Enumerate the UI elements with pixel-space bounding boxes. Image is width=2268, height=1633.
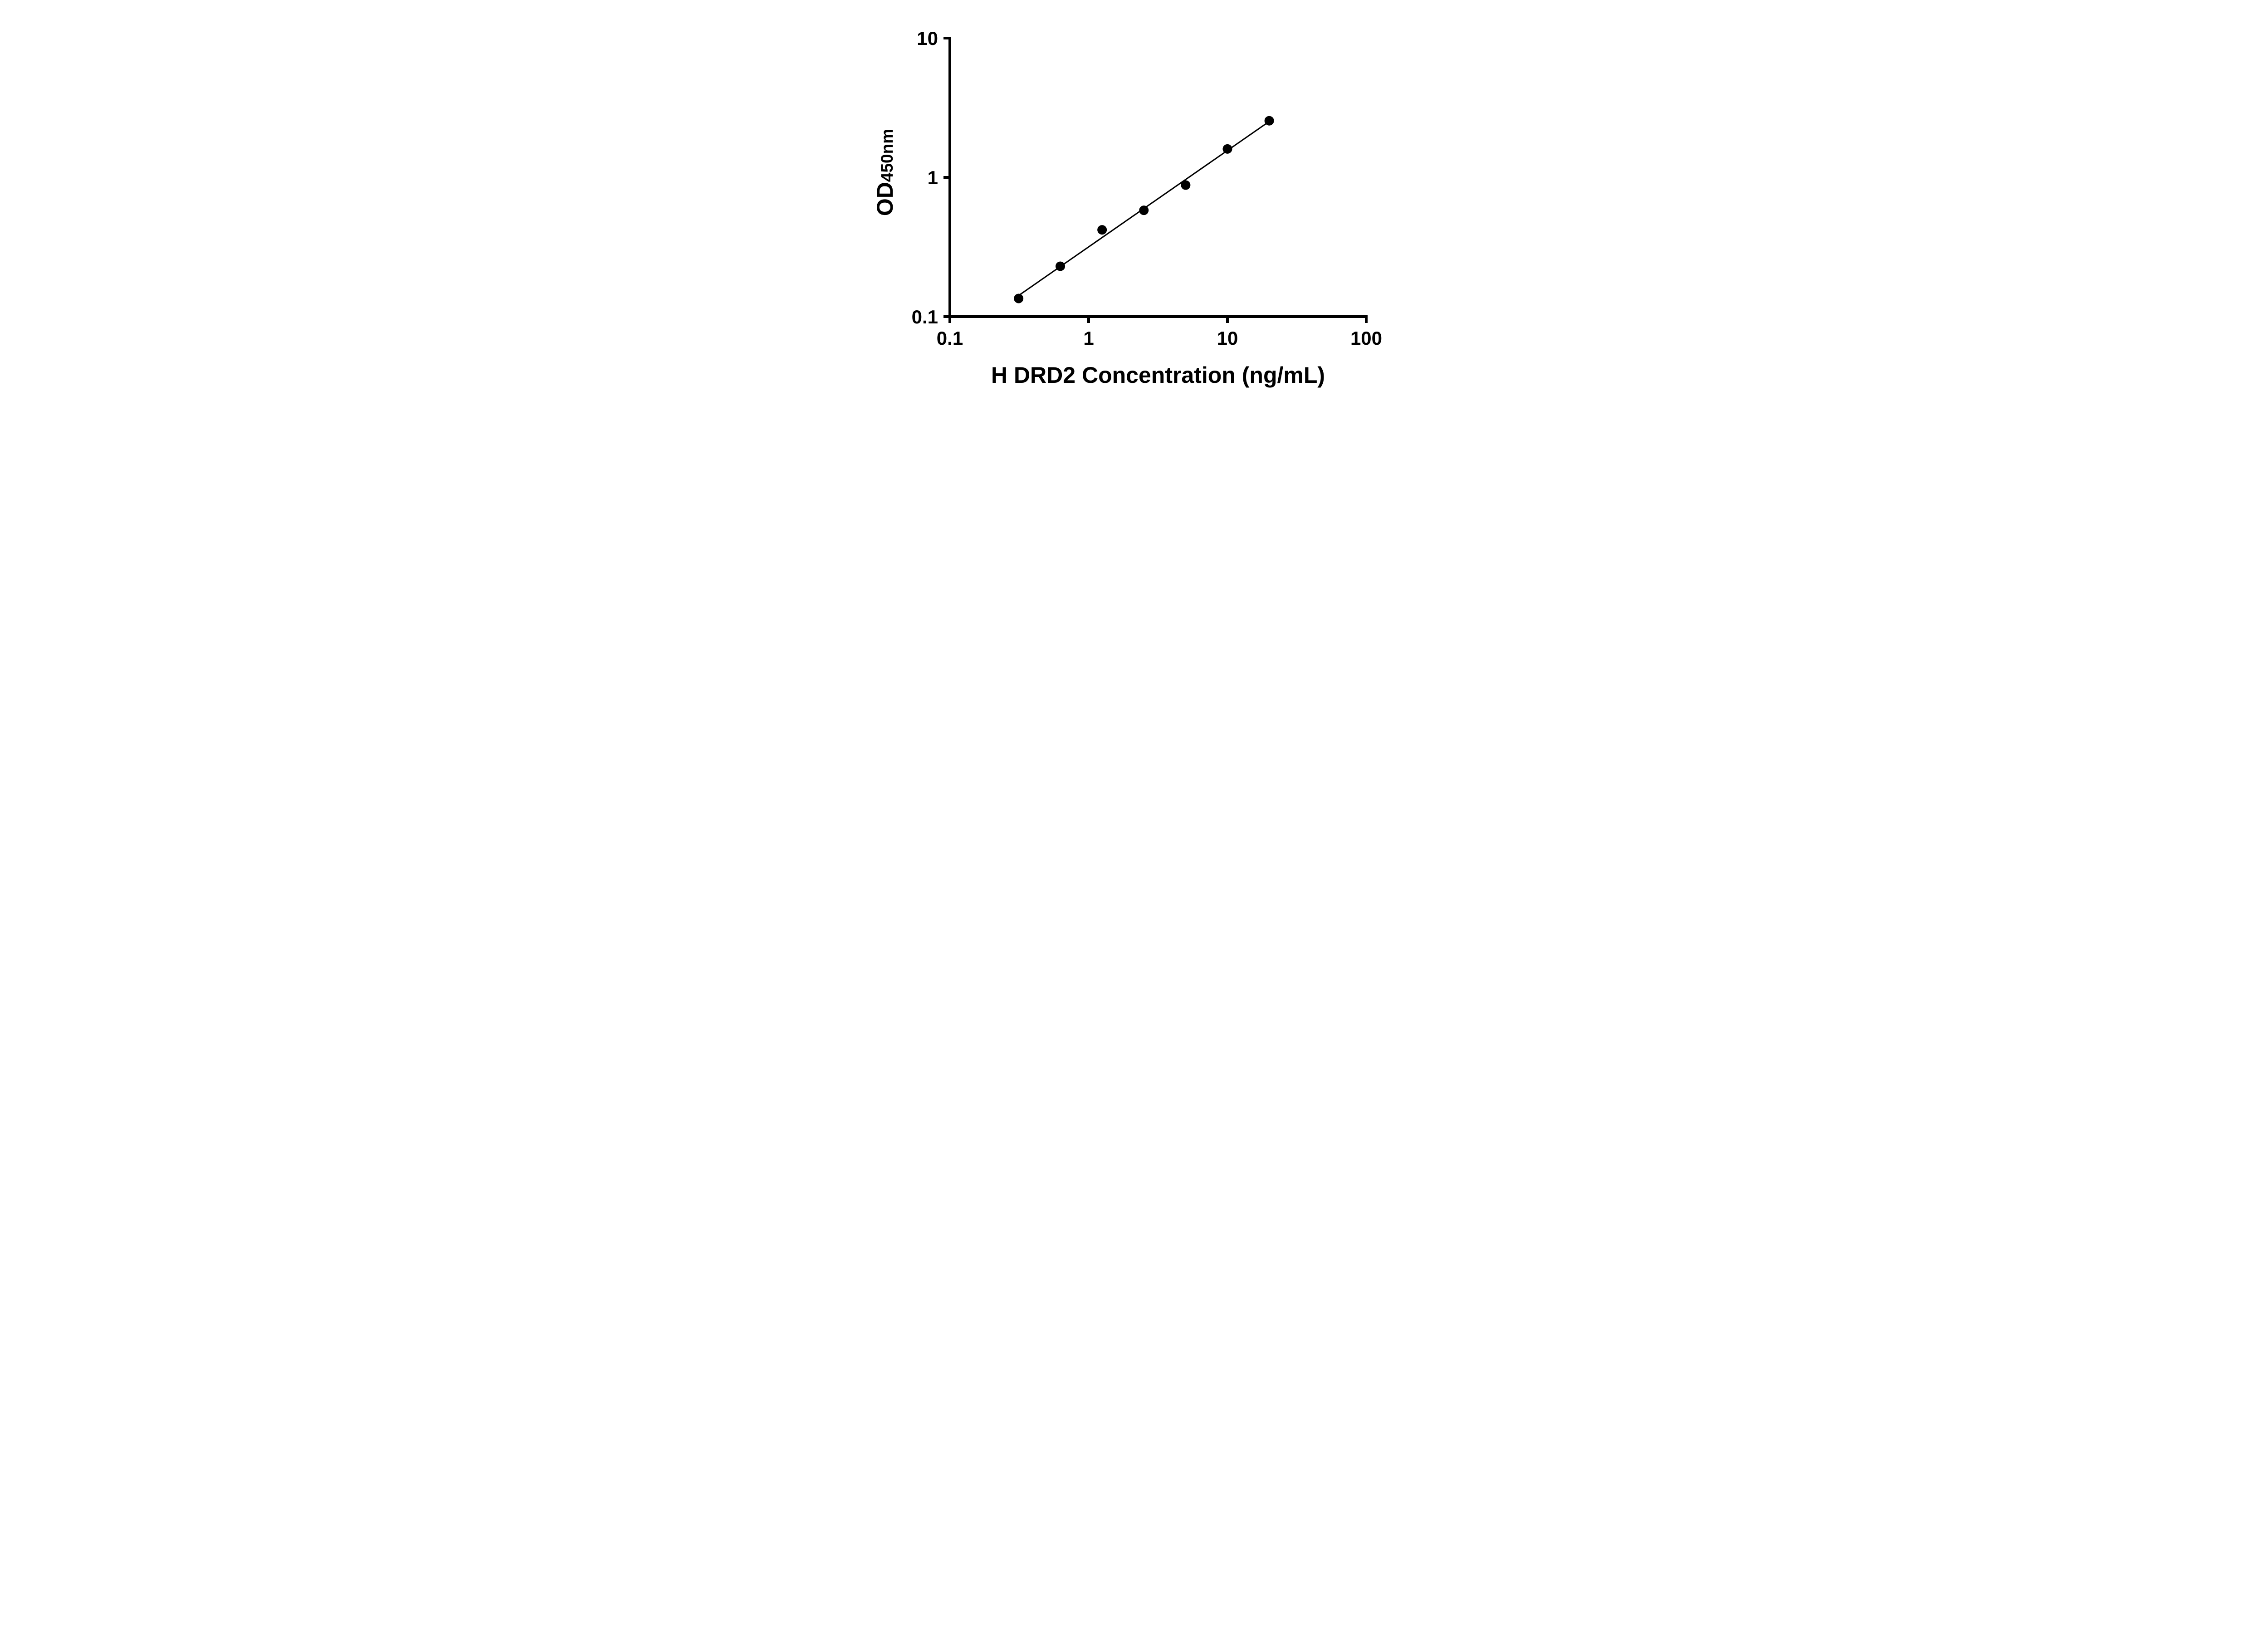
x-axis-tick-label: 1 [1083, 328, 1094, 349]
y-axis-tick-label: 10 [917, 28, 938, 49]
data-point [1014, 293, 1024, 303]
data-point [1181, 180, 1191, 190]
data-point [1097, 225, 1107, 235]
data-point [1264, 116, 1274, 126]
y-axis-title-sub: 450nm [878, 128, 896, 182]
plot-svg: 0.1 1 10 100 0.1 1 10 [912, 28, 1382, 349]
y-axis-title: OD450nm [872, 129, 898, 216]
y-axis-tick-label: 0.1 [912, 306, 938, 328]
x-axis-tick-label: 10 [1217, 328, 1238, 349]
x-axis-tick-label: 0.1 [937, 328, 963, 349]
data-point [1222, 144, 1232, 154]
y-axis-tick-label: 1 [928, 167, 938, 188]
y-axis-title-main: OD [872, 182, 898, 216]
x-axis-tick-label: 100 [1350, 328, 1382, 349]
x-axis-title: H DRD2 Concentration (ng/mL) [991, 362, 1325, 388]
data-point [1139, 205, 1149, 215]
standard-curve-figure: 0.1 1 10 100 0.1 1 10 OD450nm H DRD2 Concentra… [848, 0, 1420, 408]
data-point [1056, 261, 1066, 271]
